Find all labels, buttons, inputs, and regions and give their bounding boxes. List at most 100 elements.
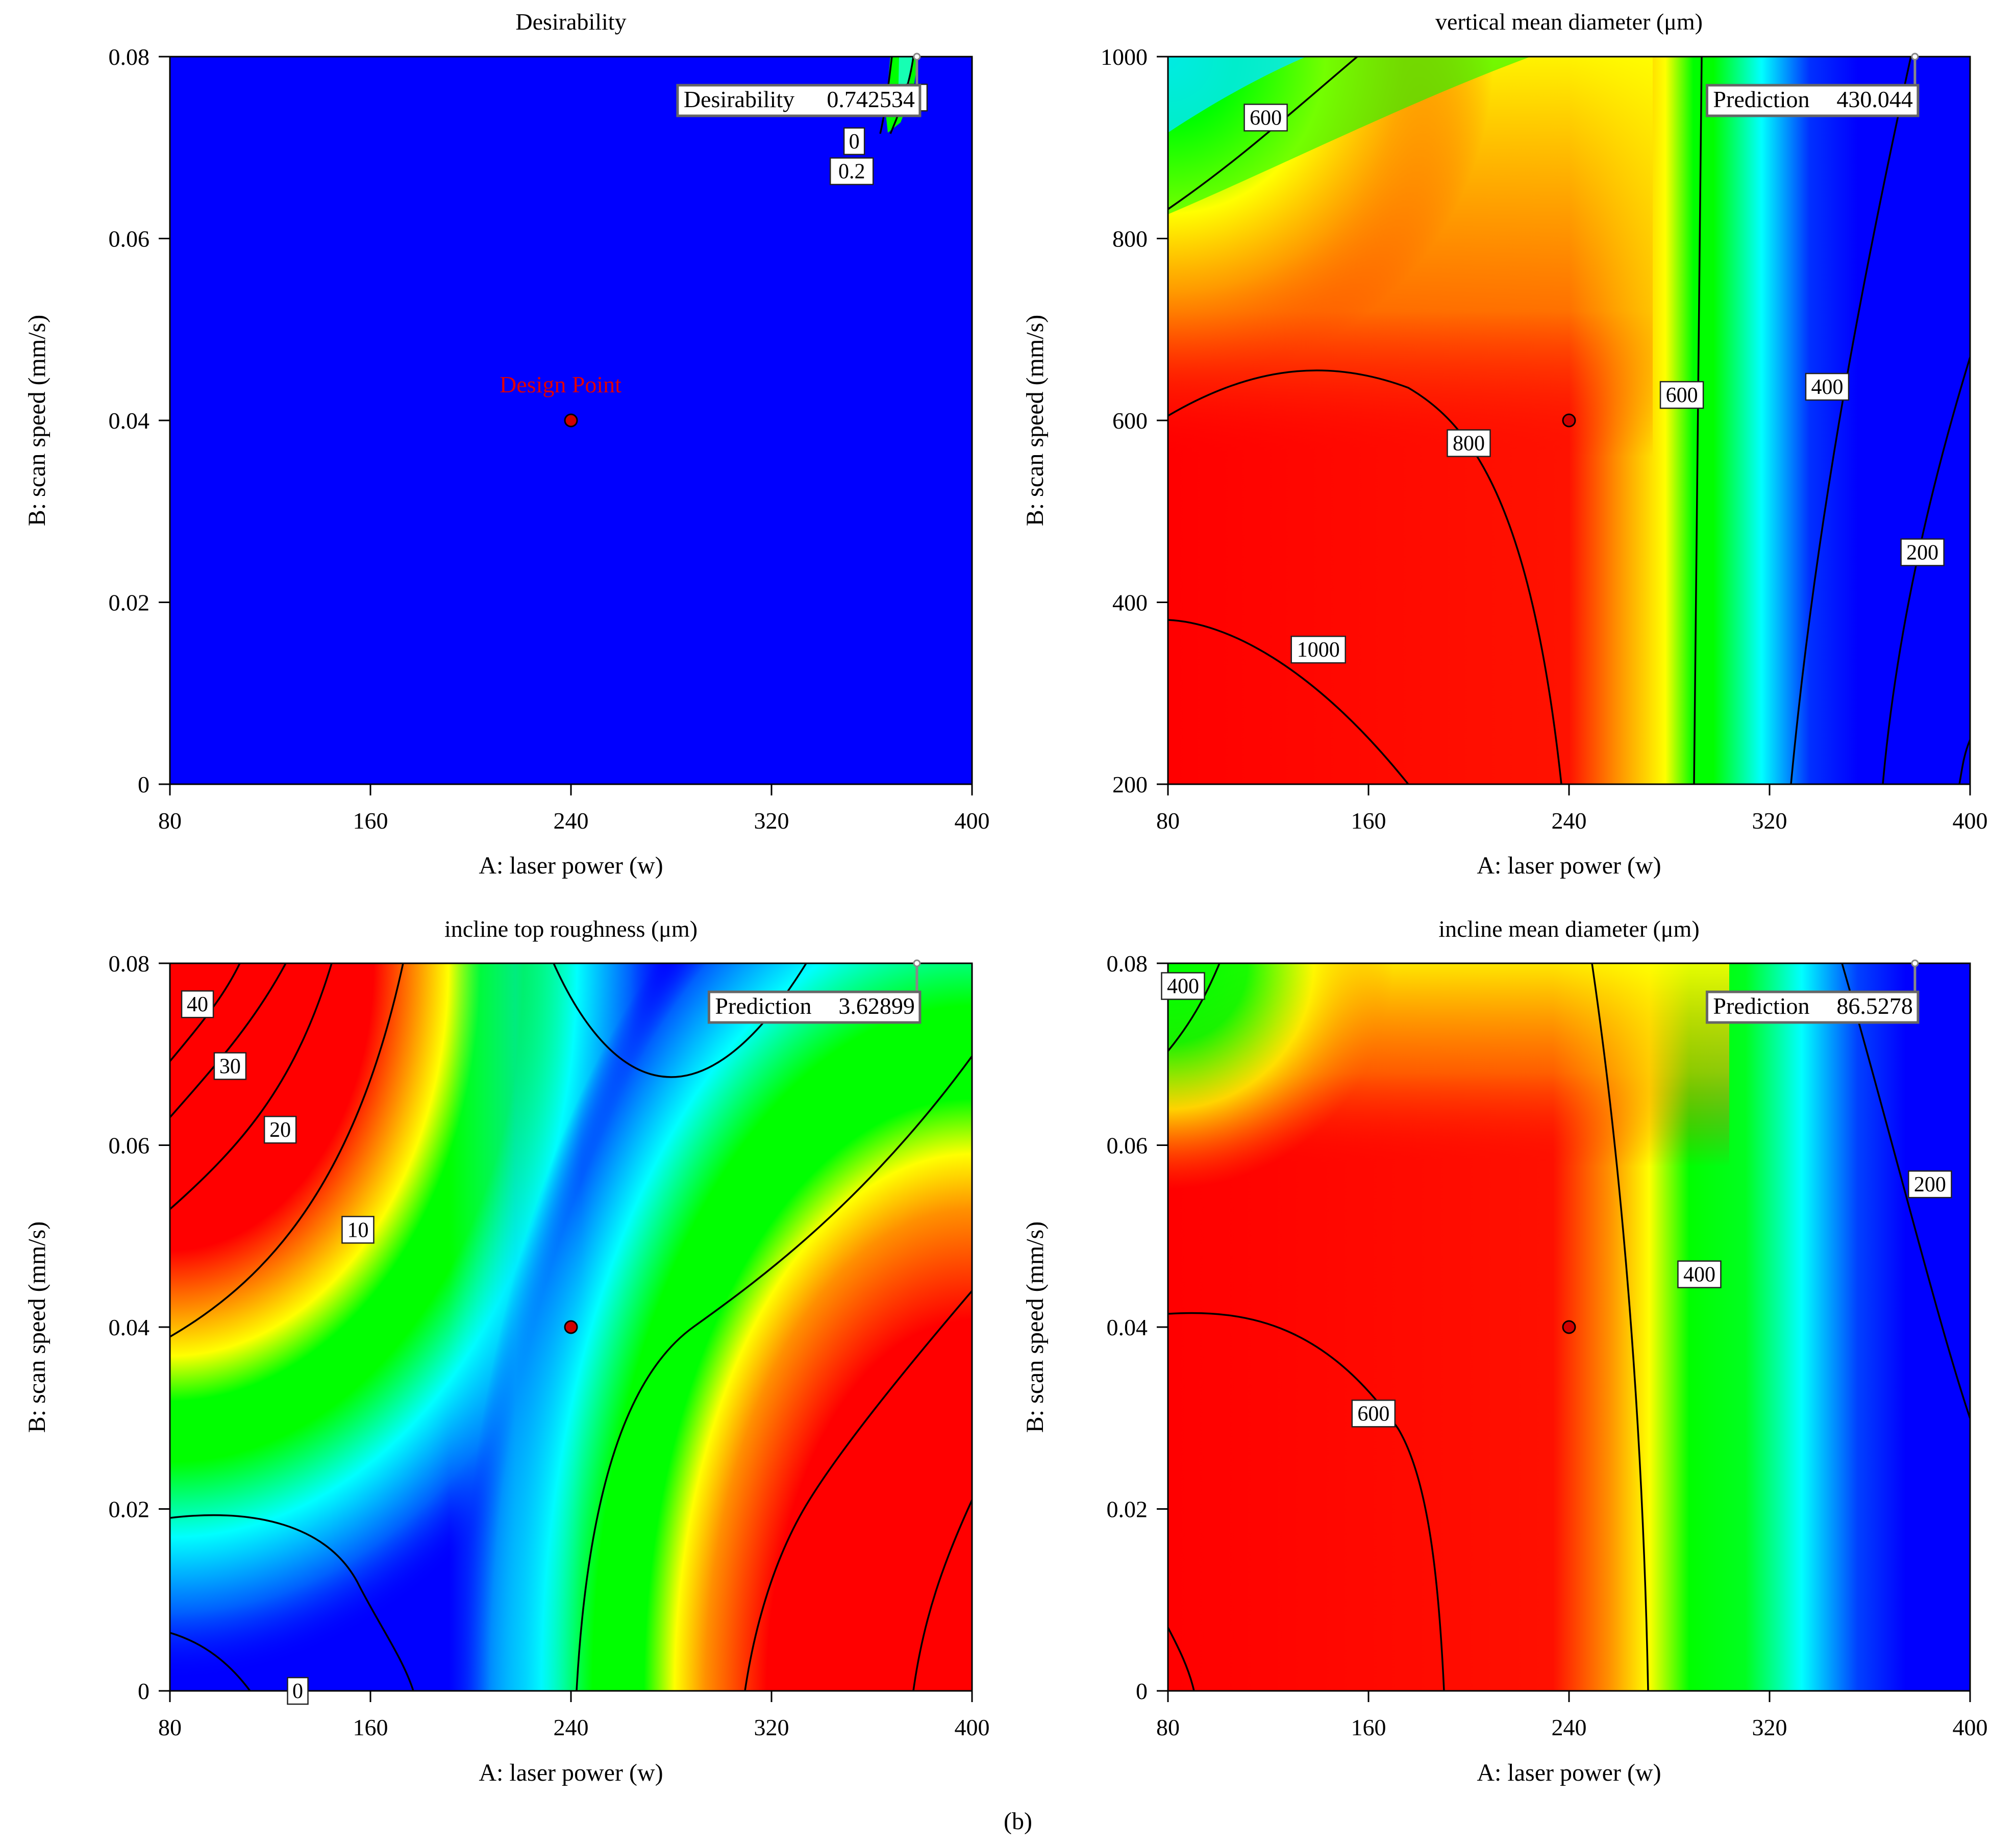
contour-label-text: 20 — [269, 1118, 291, 1142]
prediction-point — [1911, 53, 1919, 61]
y-tick-label: 0.02 — [109, 590, 150, 616]
contour-label-box — [829, 157, 874, 185]
x-tick-label: 400 — [955, 808, 990, 834]
contour-label-box — [1908, 1170, 1952, 1199]
contour-label-box — [213, 1052, 247, 1080]
y-tick-label: 0.06 — [109, 1133, 150, 1159]
contour-label-box — [341, 1216, 375, 1244]
panel1-title: Desirability — [515, 9, 626, 35]
contour-label-box — [1290, 635, 1346, 664]
y-tick-label: 0.04 — [109, 1314, 150, 1340]
prediction-value: 430.044 — [1836, 86, 1913, 112]
panel-vertical-mean-diameter: vertical mean diameter (μm) 80 160 240 320 4… — [1022, 9, 1988, 879]
panel2-ylabel: B: scan speed (mm/s) — [1022, 315, 1049, 527]
figure-label: (b) — [1004, 1808, 1032, 1835]
contour-label-text: 30 — [219, 1055, 241, 1078]
contour-label: 400 — [1161, 972, 1205, 1000]
x-tick-label: 240 — [554, 808, 589, 834]
contour-label: 30 — [213, 1052, 247, 1080]
contour-label-text: 0.2 — [838, 160, 865, 184]
panel-incline-mean-diameter: incline mean diameter (μm) 80 160 240 320 40… — [1022, 916, 1988, 1786]
contour-label: 400 — [1805, 372, 1850, 401]
panel4-ylabel: B: scan speed (mm/s) — [1022, 1221, 1049, 1433]
y-tick-label: 200 — [1112, 771, 1148, 797]
contour-label: 0 — [843, 127, 865, 156]
design-point — [564, 413, 578, 428]
y-tick-label: 0.04 — [109, 408, 150, 434]
prediction-name: Prediction — [1713, 993, 1809, 1019]
y-tick-label: 0 — [1136, 1678, 1148, 1704]
panel1-xlabel: A: laser power (w) — [479, 852, 663, 879]
x-tick-label: 320 — [754, 808, 789, 834]
contour-label-box — [843, 127, 865, 156]
contour-label-text: 800 — [1453, 432, 1485, 456]
contour-label: 20 — [263, 1115, 297, 1144]
contour-label-box — [1677, 1260, 1722, 1288]
x-tick-label: 160 — [1351, 1714, 1386, 1740]
x-tick-label: 80 — [1156, 1714, 1180, 1740]
x-tick-label: 80 — [158, 1714, 182, 1740]
x-tick-label: 80 — [158, 808, 182, 834]
contour-label-text: 1000 — [1297, 638, 1340, 662]
contour-label-text: 200 — [1914, 1173, 1946, 1196]
x-tick-label: 400 — [1953, 1714, 1988, 1740]
contour-label: 1000 — [1290, 635, 1346, 664]
y-tick-label: 0.02 — [1107, 1496, 1148, 1522]
y-tick-label: 0.06 — [1107, 1133, 1148, 1159]
contour-label-box — [1805, 372, 1850, 401]
prediction-value: 0.742534 — [827, 86, 915, 112]
contour-label-box — [1900, 538, 1945, 566]
prediction-name: Prediction — [715, 993, 811, 1019]
prediction-box — [1705, 84, 1920, 117]
x-tick-label: 240 — [554, 1714, 589, 1740]
panel4-title: incline mean diameter (μm) — [1438, 916, 1699, 942]
contour-label: 200 — [1900, 538, 1945, 566]
y-tick-label: 0 — [138, 771, 150, 797]
contour-label-text: 10 — [347, 1218, 368, 1242]
prediction-value: 3.62899 — [838, 993, 915, 1019]
panel1-ylabel: B: scan speed (mm/s) — [23, 315, 51, 527]
prediction-value: 86.5278 — [1836, 993, 1913, 1019]
panel4-xlabel: A: laser power (w) — [1477, 1759, 1661, 1786]
y-tick-label: 800 — [1112, 226, 1148, 252]
contour-label: 200 — [1908, 1170, 1952, 1199]
contour-label-box — [1447, 429, 1491, 457]
x-tick-label: 160 — [353, 1714, 388, 1740]
contour-label-text: 600 — [1666, 384, 1698, 407]
panel2-title: vertical mean diameter (μm) — [1435, 9, 1703, 35]
contour-label-text: 400 — [1811, 376, 1843, 399]
panel3-title: incline top roughness (μm) — [444, 916, 698, 942]
x-tick-label: 240 — [1552, 1714, 1587, 1740]
prediction-name: Desirability — [684, 86, 794, 112]
contour-label: 0 — [287, 1677, 309, 1705]
contour-label-box — [1161, 972, 1205, 1000]
contour-label-text: 0 — [292, 1680, 303, 1703]
design-point — [1562, 413, 1576, 428]
panel-desirability: Desirability 80 160 240 320 400 0 0.02 0.04 0.06… — [23, 9, 990, 879]
design-point — [564, 1320, 578, 1334]
x-tick-label: 320 — [754, 1714, 789, 1740]
prediction-box — [707, 990, 922, 1024]
contour-label: 800 — [1447, 429, 1491, 457]
contour-label-box — [181, 990, 214, 1018]
contour-label: 10 — [341, 1216, 375, 1244]
y-tick-label: 0.02 — [109, 1496, 150, 1522]
contour-label-text: 40 — [187, 993, 208, 1016]
contour-label: 600 — [1351, 1400, 1396, 1428]
x-tick-label: 240 — [1552, 808, 1587, 834]
contour-label-box — [1659, 381, 1704, 409]
x-tick-label: 320 — [1752, 808, 1787, 834]
contour-label: 600 — [1243, 104, 1288, 132]
panel3-ylabel: B: scan speed (mm/s) — [23, 1221, 51, 1433]
contour-label-box — [263, 1115, 297, 1144]
prediction-point — [1911, 959, 1919, 967]
y-tick-label: 400 — [1112, 590, 1148, 616]
contour-label-text: 0 — [849, 130, 860, 154]
x-tick-label: 160 — [1351, 808, 1386, 834]
x-tick-label: 160 — [353, 808, 388, 834]
design-point — [1562, 1320, 1576, 1334]
contour-label-box — [1243, 104, 1288, 132]
panel2-xlabel: A: laser power (w) — [1477, 852, 1661, 879]
prediction-point — [913, 53, 921, 61]
